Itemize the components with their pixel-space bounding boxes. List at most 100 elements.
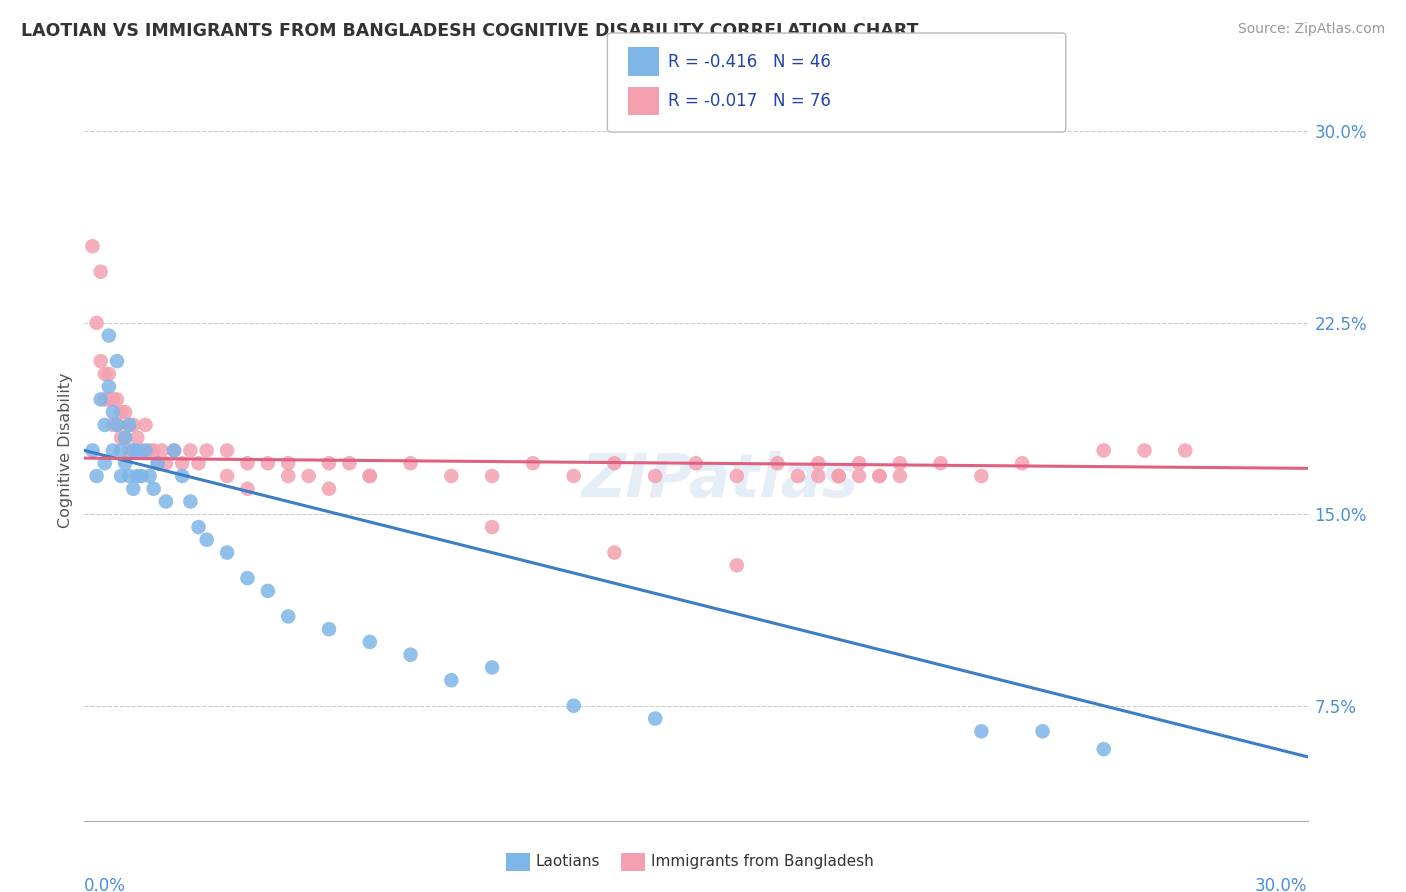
Point [114, 431, 136, 445]
Point [146, 456, 169, 470]
Point [101, 392, 124, 407]
Point [217, 545, 239, 559]
Text: Laotians: Laotians [536, 855, 600, 869]
Point [110, 469, 132, 483]
Point [257, 583, 280, 598]
Point [131, 469, 153, 483]
Point [440, 673, 463, 688]
Point [101, 443, 124, 458]
Point [1092, 443, 1115, 458]
Point [86, 316, 108, 330]
Point [195, 443, 218, 458]
Point [481, 469, 503, 483]
Point [122, 443, 145, 458]
Y-axis label: Cognitive Disability: Cognitive Disability [58, 373, 73, 528]
Point [110, 405, 132, 419]
Point [828, 469, 851, 483]
Text: Immigrants from Bangladesh: Immigrants from Bangladesh [651, 855, 873, 869]
Point [869, 469, 891, 483]
Point [359, 635, 381, 649]
Point [318, 482, 340, 496]
Point [105, 417, 128, 432]
Point [114, 431, 136, 445]
Point [114, 456, 136, 470]
Point [105, 392, 128, 407]
Point [848, 456, 870, 470]
Point [522, 456, 544, 470]
Point [217, 443, 239, 458]
Point [277, 609, 299, 624]
Point [138, 443, 160, 458]
Point [766, 456, 789, 470]
Point [318, 456, 340, 470]
Point [105, 417, 128, 432]
Point [644, 712, 666, 726]
Point [172, 456, 194, 470]
Point [135, 417, 157, 432]
Point [110, 431, 132, 445]
Point [257, 456, 280, 470]
Point [298, 469, 321, 483]
Text: ZIPatlas: ZIPatlas [582, 450, 859, 509]
Point [562, 469, 585, 483]
Point [172, 469, 194, 483]
Point [142, 443, 165, 458]
Point [150, 443, 173, 458]
Point [562, 698, 585, 713]
Point [889, 456, 911, 470]
Point [217, 469, 239, 483]
Text: 0.0%: 0.0% [84, 877, 127, 892]
Point [163, 443, 186, 458]
Point [82, 239, 104, 253]
Point [725, 469, 748, 483]
Point [118, 417, 141, 432]
Point [359, 469, 381, 483]
Point [127, 469, 149, 483]
Point [929, 456, 952, 470]
Point [869, 469, 891, 483]
Point [481, 660, 503, 674]
Point [122, 417, 145, 432]
Point [146, 456, 169, 470]
Point [277, 456, 299, 470]
Point [118, 469, 141, 483]
Point [318, 622, 340, 636]
Point [138, 469, 160, 483]
Point [1174, 443, 1197, 458]
Point [105, 354, 128, 368]
Point [236, 456, 259, 470]
Point [97, 328, 120, 343]
Point [725, 558, 748, 573]
Point [122, 482, 145, 496]
Point [142, 482, 165, 496]
Point [1011, 456, 1033, 470]
Point [114, 405, 136, 419]
Point [970, 469, 993, 483]
Point [195, 533, 218, 547]
Point [179, 494, 201, 508]
Point [127, 431, 149, 445]
Point [93, 392, 115, 407]
Point [359, 469, 381, 483]
Point [163, 443, 186, 458]
Point [90, 354, 112, 368]
Point [970, 724, 993, 739]
Point [93, 456, 115, 470]
Point [93, 417, 115, 432]
Point [187, 456, 209, 470]
Point [135, 443, 157, 458]
Text: R = -0.416   N = 46: R = -0.416 N = 46 [668, 53, 831, 70]
Point [889, 469, 911, 483]
Point [481, 520, 503, 534]
Point [644, 469, 666, 483]
Point [155, 456, 177, 470]
Text: 30.0%: 30.0% [1256, 877, 1308, 892]
Point [685, 456, 707, 470]
Point [848, 469, 870, 483]
Point [440, 469, 463, 483]
Point [101, 417, 124, 432]
Point [131, 443, 153, 458]
Point [82, 443, 104, 458]
Text: Source: ZipAtlas.com: Source: ZipAtlas.com [1237, 22, 1385, 37]
Point [236, 482, 259, 496]
